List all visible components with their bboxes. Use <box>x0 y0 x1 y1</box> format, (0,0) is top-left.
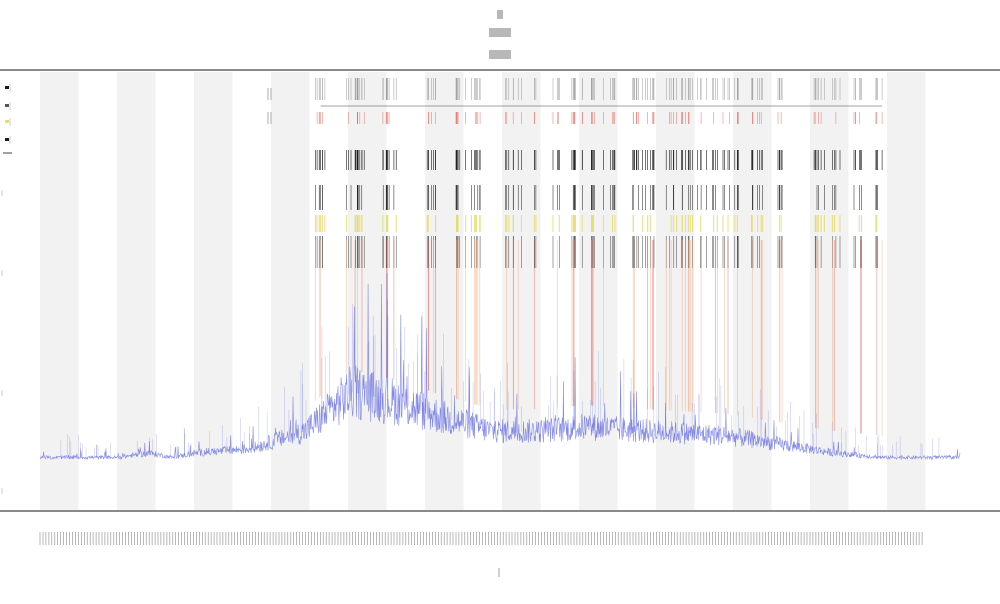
legend-swatch <box>5 104 9 107</box>
background-band <box>40 72 79 510</box>
legend-swatch <box>5 86 9 89</box>
background-band <box>271 72 310 510</box>
background-band <box>502 72 541 510</box>
background-band <box>117 72 156 510</box>
legend <box>3 84 272 154</box>
event-markers <box>315 78 883 436</box>
title-block <box>489 10 511 59</box>
background-band <box>348 72 387 510</box>
background-band <box>425 72 464 510</box>
background-band <box>579 72 618 510</box>
series-layer <box>39 273 961 461</box>
background-band <box>194 72 233 510</box>
series-line <box>39 273 961 461</box>
background-band <box>887 72 926 510</box>
axes <box>0 69 1000 577</box>
background-band <box>810 72 849 510</box>
legend-swatch <box>5 120 9 123</box>
background-bands <box>40 72 926 510</box>
legend-swatch <box>5 138 9 141</box>
